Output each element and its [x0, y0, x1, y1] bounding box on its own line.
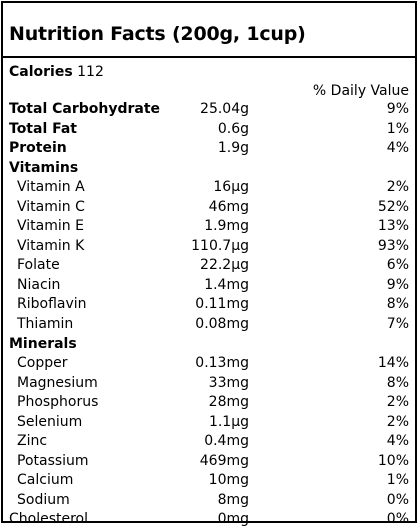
- nutrient-row: Thiamin 0.08mg 7%: [3, 315, 415, 335]
- nutrient-row: Folate 22.2µg 6%: [3, 256, 415, 276]
- nutrient-daily-value: 1%: [386, 472, 409, 489]
- nutrient-row: Sodium 8mg 0%: [3, 491, 415, 511]
- nutrient-daily-value: 2%: [386, 394, 409, 411]
- label-title: Nutrition Facts (200g, 1cup): [9, 23, 306, 45]
- nutrient-row: Phosphorus 28mg 2%: [3, 393, 415, 413]
- nutrient-row: Copper 0.13mg 14%: [3, 354, 415, 374]
- nutrient-name: Niacin: [17, 276, 61, 293]
- nutrient-daily-value: 13%: [377, 218, 409, 235]
- nutrient-row: Cholesterol 0mg 0%: [3, 510, 415, 530]
- nutrient-amount: 25.04g: [200, 101, 249, 117]
- nutrient-name: Minerals: [9, 335, 77, 352]
- nutrient-row: Potassium 469mg 10%: [3, 452, 415, 472]
- nutrient-daily-value: 4%: [386, 433, 409, 450]
- daily-value-header: % Daily Value: [312, 83, 409, 99]
- nutrient-row: Vitamin C 46mg 52%: [3, 198, 415, 218]
- nutrient-name: Folate: [17, 257, 60, 274]
- nutrient-amount: 28mg: [208, 394, 249, 411]
- nutrient-amount: 22.2µg: [200, 257, 249, 274]
- nutrient-row: Vitamin A 16µg 2%: [3, 178, 415, 198]
- nutrient-daily-value: 7%: [386, 316, 409, 333]
- nutrient-daily-value: 0%: [386, 511, 409, 528]
- nutrient-amount: 16µg: [213, 179, 249, 196]
- nutrient-amount: 1.1µg: [208, 413, 249, 430]
- nutrient-row: Minerals: [3, 335, 415, 355]
- nutrient-amount: 469mg: [199, 452, 249, 469]
- calories-label: Calories: [9, 64, 73, 80]
- nutrient-name: Vitamin A: [17, 179, 85, 196]
- nutrient-name: Copper: [17, 355, 68, 372]
- nutrient-row: Selenium 1.1µg 2%: [3, 413, 415, 433]
- nutrient-amount: 0.11mg: [195, 296, 249, 313]
- nutrient-amount: 1.4mg: [204, 276, 249, 293]
- nutrient-amount: 0.6g: [217, 120, 249, 137]
- nutrient-row: Total Fat 0.6g 1%: [3, 120, 415, 140]
- nutrient-row: Riboflavin 0.11mg 8%: [3, 295, 415, 315]
- nutrient-row: Niacin 1.4mg 9%: [3, 276, 415, 296]
- calories-value: 112: [77, 64, 104, 80]
- nutrient-row: Zinc 0.4mg 4%: [3, 432, 415, 452]
- nutrient-daily-value: 8%: [386, 374, 409, 391]
- nutrient-name: Vitamins: [9, 159, 79, 176]
- nutrient-daily-value: 93%: [377, 237, 409, 254]
- nutrient-amount: 1.9g: [217, 140, 249, 157]
- nutrient-daily-value: 10%: [377, 452, 409, 469]
- nutrient-daily-value: 9%: [386, 276, 409, 293]
- nutrient-amount: 0.4mg: [204, 433, 249, 450]
- nutrient-daily-value: 1%: [386, 120, 409, 137]
- nutrient-daily-value: 0%: [386, 491, 409, 508]
- nutrient-daily-value: 52%: [377, 198, 409, 215]
- nutrient-name: Total Fat: [9, 120, 78, 137]
- nutrient-name: Phosphorus: [17, 394, 99, 411]
- nutrient-name: Vitamin C: [17, 198, 85, 215]
- nutrient-row: Calcium 10mg 1%: [3, 471, 415, 491]
- nutrient-name: Thiamin: [17, 316, 74, 333]
- nutrient-amount: 0.13mg: [195, 355, 249, 372]
- nutrient-daily-value: 2%: [386, 179, 409, 196]
- nutrient-amount: 10mg: [208, 472, 249, 489]
- nutrient-row: Protein 1.9g 4%: [3, 139, 415, 159]
- nutrient-daily-value: 8%: [386, 296, 409, 313]
- nutrient-daily-value: 2%: [386, 413, 409, 430]
- nutrient-amount: 33mg: [208, 374, 249, 391]
- nutrient-amount: 0mg: [217, 511, 249, 528]
- nutrient-row: Vitamins: [3, 159, 415, 179]
- nutrient-name: Sodium: [17, 491, 70, 508]
- title-divider: [3, 56, 415, 58]
- nutrient-name: Potassium: [17, 452, 89, 469]
- calories-line: Calories 112: [9, 63, 104, 81]
- nutrient-name: Cholesterol: [9, 511, 89, 528]
- nutrient-row: Vitamin E 1.9mg 13%: [3, 217, 415, 237]
- nutrient-row: Total Carbohydrate 25.04g 9%: [3, 100, 415, 120]
- nutrient-amount: 0.08mg: [195, 316, 249, 333]
- nutrient-table: Total Carbohydrate 25.04g 9% Total Fat 0.6g 1…: [3, 100, 415, 530]
- nutrient-amount: 110.7µg: [191, 237, 249, 254]
- nutrient-name: Calcium: [17, 472, 74, 489]
- nutrient-name: Zinc: [17, 433, 48, 450]
- nutrient-name: Magnesium: [17, 374, 98, 391]
- nutrient-name: Vitamin E: [17, 218, 84, 235]
- nutrient-name: Total Carbohydrate: [9, 101, 161, 117]
- nutrient-row: Vitamin K 110.7µg 93%: [3, 237, 415, 257]
- nutrient-daily-value: 9%: [386, 101, 409, 117]
- nutrient-name: Riboflavin: [17, 296, 87, 313]
- nutrient-name: Selenium: [17, 413, 83, 430]
- nutrient-amount: 8mg: [217, 491, 249, 508]
- nutrient-name: Vitamin K: [17, 237, 85, 254]
- nutrient-daily-value: 14%: [377, 355, 409, 372]
- nutrient-name: Protein: [9, 140, 67, 157]
- nutrient-daily-value: 6%: [386, 257, 409, 274]
- nutrient-amount: 1.9mg: [204, 218, 249, 235]
- nutrient-row: Magnesium 33mg 8%: [3, 374, 415, 394]
- nutrient-amount: 46mg: [208, 198, 249, 215]
- nutrient-daily-value: 4%: [386, 140, 409, 157]
